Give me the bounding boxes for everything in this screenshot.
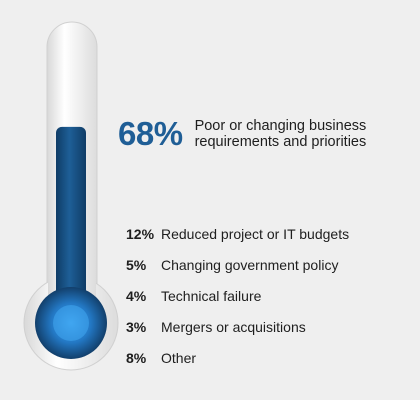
- item-label: Mergers or acquisitions: [161, 318, 306, 335]
- mercury-column: [56, 126, 86, 320]
- headline-label: Poor or changing business requirements a…: [194, 118, 367, 150]
- item-value: 12%: [126, 225, 155, 242]
- item-value: 4%: [126, 287, 147, 304]
- list-item: 8% Other: [126, 342, 349, 373]
- item-value: 5%: [126, 256, 147, 273]
- thermometer: [23, 21, 119, 371]
- list-item: 4% Technical failure: [126, 280, 349, 311]
- item-label: Other: [161, 349, 197, 366]
- list-item: 3% Mergers or acquisitions: [126, 311, 349, 342]
- item-label: Technical failure: [161, 287, 262, 304]
- item-label: Reduced project or IT budgets: [161, 225, 350, 242]
- headline-callout: 68% Poor or changing business requiremen…: [118, 115, 395, 153]
- list-item: 5% Changing government policy: [126, 249, 349, 280]
- headline-value: 68%: [118, 115, 183, 152]
- item-value: 3%: [126, 318, 147, 335]
- bulb-highlight: [53, 305, 89, 341]
- item-value: 8%: [126, 349, 147, 366]
- breakdown-list: 12% Reduced project or IT budgets 5% Cha…: [126, 218, 349, 373]
- item-label: Changing government policy: [161, 256, 339, 273]
- list-item: 12% Reduced project or IT budgets: [126, 218, 349, 249]
